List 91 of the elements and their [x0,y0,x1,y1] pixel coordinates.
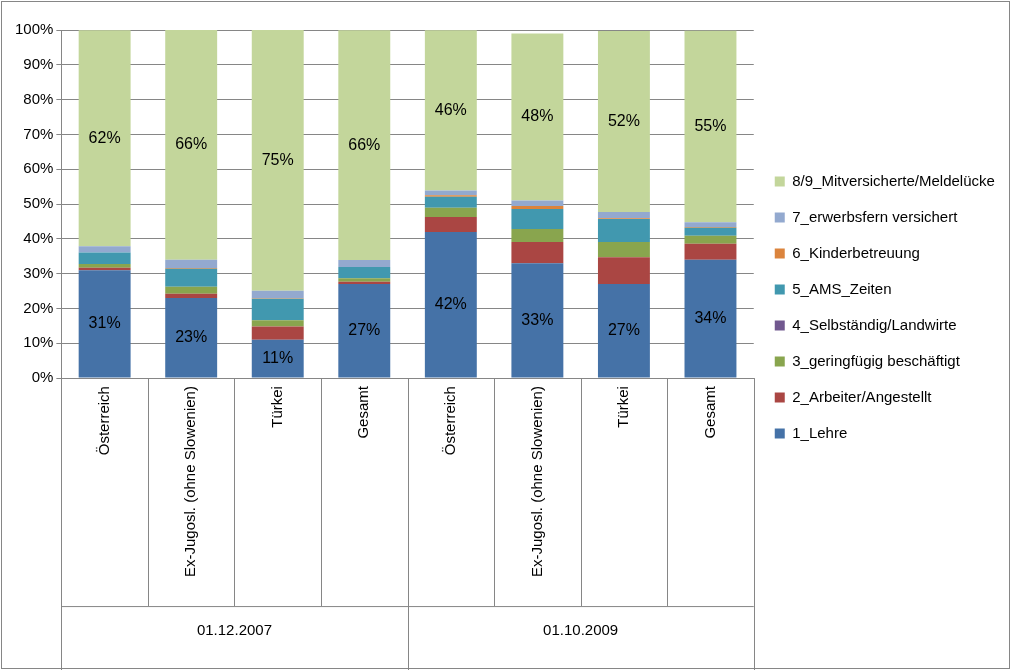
bar [597,212,650,219]
bar [684,243,737,260]
legend-label: 8/9_Mitversicherte/Meldelücke [792,171,995,189]
y-tick-label: 0% [31,368,54,386]
bar [684,222,737,228]
bar [165,259,218,269]
data-label: 27% [348,321,381,339]
bar [251,290,304,299]
legend-label: 5_AMS_Zeiten [792,279,892,297]
bar [597,241,650,258]
legend-label: 6_Kinderbetreuung [792,243,920,261]
bar [684,235,737,244]
bar [251,298,304,321]
bar [424,231,477,378]
legend-label: 3_geringfügig beschäftigt [792,351,961,369]
data-label: 66% [175,135,208,153]
bar [338,284,391,378]
y-tick-label: 80% [23,89,54,107]
x-tick-label: Gesamt [354,385,372,439]
bar [597,257,650,285]
legend-label: 7_erwerbsfern versichert [792,207,959,225]
text: 01.10.2009 [543,621,619,639]
bar [251,339,304,378]
bar [165,298,218,378]
y-tick-label: 100% [14,20,54,38]
data-label: 27% [607,321,640,339]
bar [424,190,477,196]
bar [251,320,304,327]
bar [338,267,391,279]
y-tick-label: 90% [23,54,54,72]
data-label: 31% [88,314,121,332]
bar [78,270,131,378]
bar [424,207,477,217]
bar [78,252,131,264]
bar [165,268,218,287]
text: 01.12.2007 [196,621,272,639]
bar [684,259,737,378]
bar [165,286,218,294]
data-label: 75% [261,150,294,168]
y-tick-label: 40% [23,228,54,246]
x-tick-label: Türkei [614,386,632,428]
bar [597,219,650,242]
data-label: 52% [607,111,640,129]
bar [511,200,564,207]
bar [511,33,564,201]
bar [511,229,564,242]
legend-label: 2_Arbeiter/Angestellt [792,387,933,405]
y-tick-label: 60% [23,159,54,177]
bar [511,206,564,209]
bar [251,30,304,291]
bar [165,293,218,299]
legend-label: 1_Lehre [792,423,848,441]
bar [597,284,650,378]
bar [684,227,737,236]
legend-label: 4_Selbständig/Landwirte [792,315,957,333]
y-tick-label: 50% [23,194,54,212]
data-label: 34% [694,309,727,327]
x-tick-label: Österreich [440,386,458,456]
bar [338,260,391,268]
bar [684,30,737,223]
data-label: 33% [521,310,554,328]
x-tick-label: Ex-Jugosl. (ohne Slowenien) [527,386,545,577]
bar [78,246,131,253]
bar [165,30,218,260]
bar [424,216,477,232]
x-tick-label: Österreich [94,386,112,456]
bar [511,241,564,264]
data-label: 42% [434,295,467,313]
bar [338,30,391,261]
data-label: 55% [694,116,727,134]
data-label: 23% [175,328,208,346]
y-tick-label: 70% [23,124,54,142]
data-label: 46% [434,100,467,118]
x-tick-label: Ex-Jugosl. (ohne Slowenien) [181,386,199,577]
y-tick-label: 10% [23,333,54,351]
data-label: 66% [348,135,381,153]
data-label: 48% [521,107,554,125]
bar [78,30,131,247]
data-label: 11% [262,349,294,367]
bar [78,263,131,268]
x-tick-label: Gesamt [700,385,718,439]
bar [424,30,477,191]
x-tick-label: Türkei [267,386,285,428]
bar [511,263,564,378]
bar [511,208,564,230]
bar [424,196,477,208]
bar [597,31,650,213]
y-tick-label: 20% [23,298,54,316]
bar [251,326,304,340]
y-tick-label: 30% [23,263,54,281]
data-label: 62% [88,128,121,146]
